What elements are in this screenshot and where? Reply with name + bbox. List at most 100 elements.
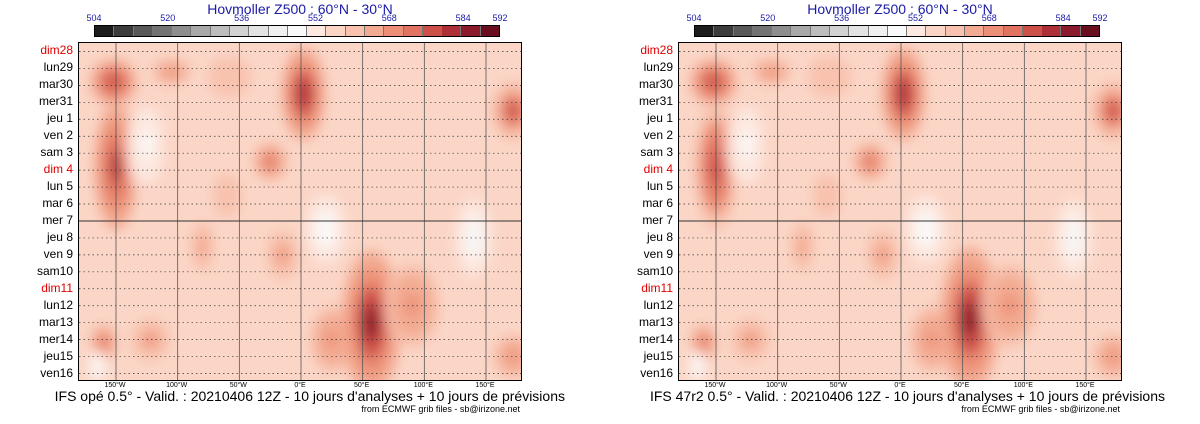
- colorbar-swatch: [791, 26, 811, 36]
- ridge-blob: [745, 334, 756, 345]
- colorbar-swatch: [964, 26, 985, 36]
- x-tick-label: 150°E: [475, 382, 495, 389]
- y-tick-label: dim11: [41, 280, 73, 295]
- y-tick-label: lun 5: [646, 179, 673, 194]
- x-tick-label: 50°E: [354, 382, 370, 389]
- colorbar-swatch: [422, 26, 443, 36]
- y-tick-label: dim11: [641, 280, 673, 295]
- x-tick-label: 150°W: [704, 382, 726, 389]
- y-tick-label: mer 7: [642, 212, 673, 227]
- ridge-blob: [1107, 103, 1119, 119]
- y-tick-label: sam 3: [40, 145, 73, 160]
- x-tick-label: 100°W: [166, 382, 188, 389]
- trough-blob: [320, 220, 331, 238]
- y-tick-label: ven 2: [43, 128, 73, 143]
- y-tick-label: ven 9: [43, 246, 73, 261]
- y-tick-label: mar30: [638, 77, 673, 92]
- hovmoller-plot: [78, 42, 522, 381]
- y-tick-label: mar13: [38, 314, 73, 329]
- x-tick-label: 50°E: [954, 382, 970, 389]
- z500-field: [687, 47, 1121, 380]
- y-tick-label: mer31: [638, 94, 673, 109]
- colorbar-swatch: [1022, 26, 1043, 36]
- y-tick-label: ven16: [640, 365, 673, 380]
- colorbar-swatch: [384, 26, 404, 36]
- hovmoller-svg: [679, 43, 1121, 380]
- colorbar-tick-label: 504: [686, 13, 702, 23]
- colorbar-swatch: [714, 26, 734, 36]
- y-tick-label: lun 5: [46, 179, 73, 194]
- y-tick-label: mer14: [38, 331, 73, 346]
- y-tick-label: sam 3: [640, 145, 673, 160]
- colorbar-tick-label: 552: [307, 13, 323, 23]
- ridge-blob: [962, 301, 978, 338]
- colorbar-swatch: [945, 26, 965, 36]
- chart-source: from ECMWF grib files - sb@irizone.net: [361, 404, 520, 414]
- ridge-blob: [799, 240, 806, 253]
- x-tick-label: 0°E: [894, 382, 906, 389]
- colorbar-tick-label: 504: [86, 13, 102, 23]
- colorbar-swatch: [461, 26, 481, 36]
- y-tick-label: dim 4: [43, 162, 73, 177]
- y-tick-label: mer14: [638, 331, 673, 346]
- y-tick-label: mar30: [38, 77, 73, 92]
- chart-caption: IFS 47r2 0.5° - Valid. : 20210406 12Z - …: [649, 388, 1165, 404]
- x-tick-label: 100°E: [413, 382, 433, 389]
- hovmoller-panel-ope: Hovmoller Z500 : 60°N - 30°N 504 520 536 55…: [37, 1, 565, 414]
- ridge-blob: [707, 75, 720, 89]
- colorbar-tick-label: 592: [1092, 13, 1108, 23]
- trough-blob: [95, 362, 100, 371]
- colorbar-tick-label: 552: [907, 13, 923, 23]
- colorbar-swatch: [887, 26, 908, 36]
- ridge-blob: [107, 75, 120, 89]
- colorbar-swatch: [442, 26, 462, 36]
- colorbar-swatch: [849, 26, 869, 36]
- y-tick-label: ven 9: [643, 246, 673, 261]
- colorbar-swatch: [172, 26, 192, 36]
- y-tick-label: dim 4: [643, 162, 673, 177]
- y-tick-label: sam10: [636, 263, 673, 278]
- y-tick-label: mar13: [638, 314, 673, 329]
- ridge-blob: [1002, 295, 1017, 317]
- hovmoller-svg: [79, 43, 521, 380]
- y-tick-label: dim28: [640, 43, 673, 58]
- x-tick-label: 100°E: [1013, 382, 1033, 389]
- colorbar: [94, 25, 500, 37]
- trough-blob: [469, 228, 479, 248]
- colorbar-swatch: [95, 26, 115, 36]
- chart-title: Hovmoller Z500 : 60°N - 30°N: [807, 1, 993, 17]
- colorbar-swatch: [114, 26, 134, 36]
- colorbar-tick-label: 568: [981, 13, 997, 23]
- x-tick-label: 150°W: [104, 382, 126, 389]
- colorbar-tick-label: 536: [234, 13, 250, 23]
- ridge-blob: [507, 103, 519, 119]
- colorbar-swatch: [152, 26, 173, 36]
- ridge-blob: [508, 351, 519, 363]
- colorbar-swatch: [772, 26, 792, 36]
- trough-blob: [695, 362, 700, 371]
- colorbar-swatch: [480, 26, 499, 36]
- y-tick-label: lun12: [643, 297, 673, 312]
- colorbar-swatch: [326, 26, 346, 36]
- chart-source: from ECMWF grib files - sb@irizone.net: [961, 404, 1120, 414]
- x-tick-label: 150°E: [1075, 382, 1095, 389]
- x-tick-label: 100°W: [766, 382, 788, 389]
- ridge-blob: [822, 70, 837, 84]
- colorbar-swatch: [829, 26, 850, 36]
- colorbar-swatch: [984, 26, 1004, 36]
- x-tick-label: 50°W: [229, 382, 247, 389]
- x-tick-label: 50°W: [829, 382, 847, 389]
- colorbar-swatch: [249, 26, 269, 36]
- trough-blob: [141, 131, 153, 158]
- y-tick-label: lun29: [643, 60, 673, 75]
- ridge-blob: [1108, 351, 1119, 363]
- colorbar-swatch: [191, 26, 211, 36]
- y-tick-label: lun29: [43, 60, 73, 75]
- ridge-blob: [166, 68, 177, 76]
- ridge-blob: [222, 70, 237, 84]
- colorbar: [694, 25, 1100, 37]
- trough-blob: [920, 220, 931, 238]
- y-tick-label: dim28: [40, 43, 73, 58]
- y-tick-label: ven16: [40, 365, 73, 380]
- colorbar-tick-label: 592: [492, 13, 508, 23]
